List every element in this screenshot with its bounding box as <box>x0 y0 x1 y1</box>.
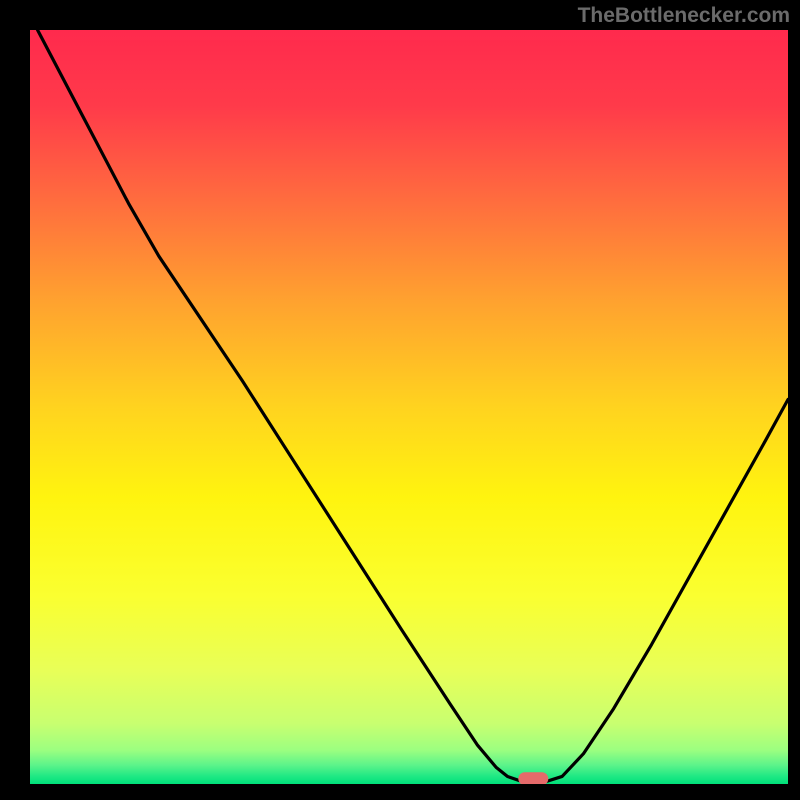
main-curve <box>38 30 788 782</box>
plot-area <box>26 30 788 788</box>
min-marker <box>518 772 548 784</box>
curve-layer <box>30 30 788 784</box>
watermark-text: TheBottlenecker.com <box>578 4 790 28</box>
